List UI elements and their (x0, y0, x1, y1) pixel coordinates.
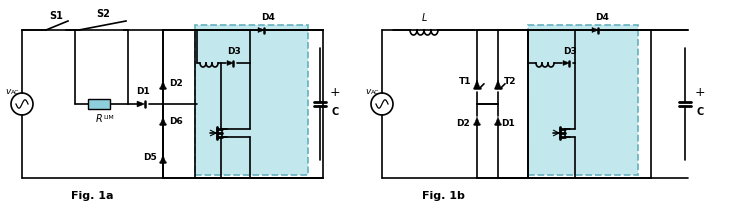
Polygon shape (496, 117, 501, 124)
Text: T1: T1 (459, 78, 471, 86)
Bar (195, 25, 308, 175)
Text: D2: D2 (169, 80, 183, 88)
Text: D6: D6 (169, 117, 183, 127)
Text: T2: T2 (504, 78, 516, 86)
Text: Fig. 1b: Fig. 1b (421, 191, 464, 201)
Bar (528, 25, 638, 175)
Polygon shape (495, 80, 501, 88)
Polygon shape (160, 117, 165, 124)
Polygon shape (475, 117, 480, 124)
Text: C: C (696, 107, 703, 117)
Bar (195, 30, 323, 178)
Text: D1: D1 (501, 120, 515, 128)
Polygon shape (592, 28, 599, 32)
Polygon shape (137, 101, 145, 107)
Text: D1: D1 (136, 88, 150, 96)
Text: LIM: LIM (103, 115, 114, 120)
Bar (88, 99, 110, 109)
Text: +: + (695, 85, 706, 99)
Polygon shape (160, 155, 165, 162)
Polygon shape (474, 80, 480, 88)
Polygon shape (227, 60, 233, 66)
Text: D3: D3 (227, 47, 241, 57)
Text: D3: D3 (563, 47, 577, 57)
Text: D5: D5 (143, 153, 157, 163)
Text: D2: D2 (456, 120, 470, 128)
Polygon shape (258, 28, 265, 32)
Text: R: R (95, 114, 102, 124)
Polygon shape (563, 60, 569, 66)
Text: C: C (332, 107, 339, 117)
Text: S1: S1 (49, 11, 63, 21)
Text: +: + (330, 85, 340, 99)
Text: Fig. 1a: Fig. 1a (71, 191, 113, 201)
Polygon shape (160, 81, 165, 88)
Text: D4: D4 (595, 14, 609, 22)
Text: AC: AC (11, 90, 20, 95)
Text: v: v (5, 86, 11, 95)
Text: D4: D4 (261, 14, 275, 22)
Text: v: v (365, 86, 370, 95)
Bar (528, 30, 651, 178)
Text: AC: AC (371, 90, 380, 95)
Text: S2: S2 (96, 9, 110, 19)
Text: L: L (421, 13, 426, 23)
